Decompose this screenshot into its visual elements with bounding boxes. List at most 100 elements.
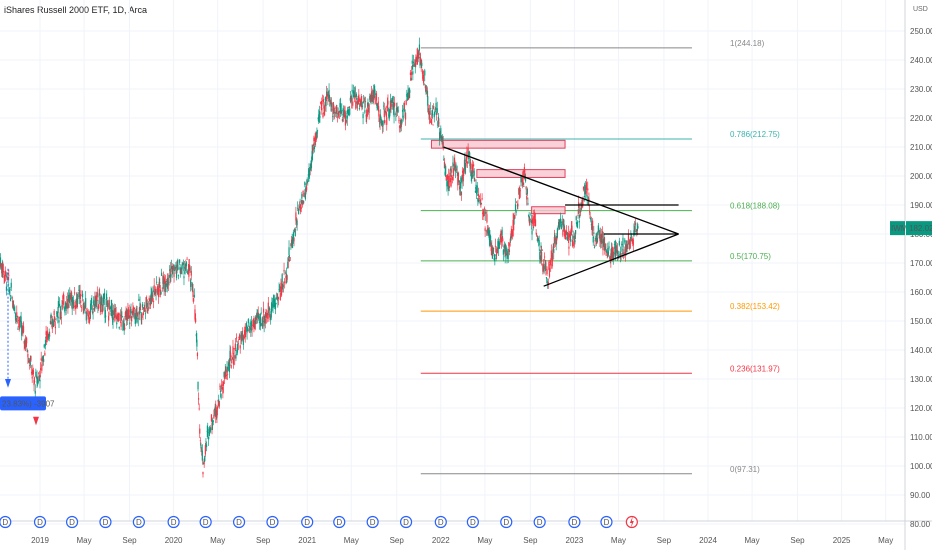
trendline[interactable] [443,146,679,235]
trendline[interactable] [543,233,679,287]
dividend-marker-label: D [470,518,476,527]
candle-body [464,158,466,170]
candle-body [340,103,342,114]
candle-body [537,239,540,242]
dividend-icon[interactable] [33,515,47,529]
candle-body [132,308,134,314]
dividend-icon[interactable] [167,515,180,529]
candle-body [128,309,130,318]
candle-body [629,240,631,244]
candle-body [484,228,486,231]
candle-body [459,187,461,196]
dividend-icon[interactable] [232,515,246,529]
dividend-icon[interactable] [333,515,346,529]
candle-body [199,440,201,442]
candle-body [315,132,317,140]
candle-body [510,230,512,235]
dividend-marker-label: D [604,518,610,527]
dividend-icon[interactable] [466,515,479,529]
y-tick-label: 150.00 [910,317,932,326]
candle-body [460,191,463,196]
candle-body [181,265,183,270]
candle-body [72,297,74,300]
candle-body [516,201,518,203]
candle-body [631,238,633,242]
candle-body [276,293,278,297]
candle-body [306,179,308,184]
candle-body [561,226,563,229]
candle-body [77,295,79,297]
candle-body [531,230,533,235]
candle-body [100,305,102,307]
candle-body [37,379,39,383]
dividend-icon[interactable] [500,515,513,529]
candle-body [16,312,18,317]
candle-body [179,269,181,274]
candle-body [140,309,142,311]
dividend-marker-label: D [136,518,142,527]
supply-zone-rect[interactable] [531,206,566,215]
candle-body [5,286,8,291]
candle-body [451,169,453,173]
dividend-icon[interactable] [266,515,279,529]
candle-body [552,246,554,250]
candle-body [284,272,286,274]
candle-body [225,370,227,373]
candle-body [319,102,322,104]
candle-body [396,109,398,110]
candle-body [48,333,50,340]
candle-body [454,160,456,170]
dividend-icon[interactable] [434,515,447,529]
candle-body [491,244,493,253]
dividend-icon[interactable] [533,515,546,529]
dividend-icon[interactable] [366,515,379,529]
x-tick-label: May [210,536,225,545]
dividend-icon[interactable] [99,515,112,529]
dividend-icon[interactable] [301,515,314,529]
candle-body [169,268,171,277]
dividend-icon[interactable] [65,515,79,529]
candle-body [436,108,438,113]
candle-body [210,414,213,422]
dividend-icon[interactable] [399,515,413,529]
candle-body [5,272,7,279]
candle-body [228,361,231,373]
candle-body [445,175,447,181]
y-tick-label: 110.00 [910,433,932,442]
candle-body [270,308,272,318]
candle-body [190,270,192,276]
candle-body [338,110,340,113]
dividend-icon[interactable] [132,515,145,529]
candle-body [130,308,132,314]
candle-body [177,274,180,276]
supply-zone-rect[interactable] [430,139,566,149]
dividend-icon[interactable] [568,515,581,529]
candle-body [342,114,344,116]
x-tick-label: Sep [256,536,271,545]
candle-body [218,399,220,402]
candle-body [402,116,404,120]
candle-body [172,267,174,271]
measure-tag[interactable] [0,396,46,411]
candle-body [180,268,183,274]
candle-body [411,72,413,75]
candle-body [116,314,118,321]
candle-body [632,238,634,241]
dividend-icon[interactable] [199,515,212,529]
dividend-icon[interactable] [600,515,613,529]
candle-body [222,381,225,386]
candle-body [280,282,282,289]
candle-body [123,322,125,331]
candle-body [90,303,92,312]
candle-body [585,191,587,193]
candle-body [144,307,146,311]
dividend-icon[interactable] [0,515,12,529]
candle-body [612,247,614,257]
candle-body [532,227,534,229]
candle-body [72,300,74,309]
candle-body [171,272,173,275]
candle-body [212,420,214,423]
candle-body [168,281,170,283]
